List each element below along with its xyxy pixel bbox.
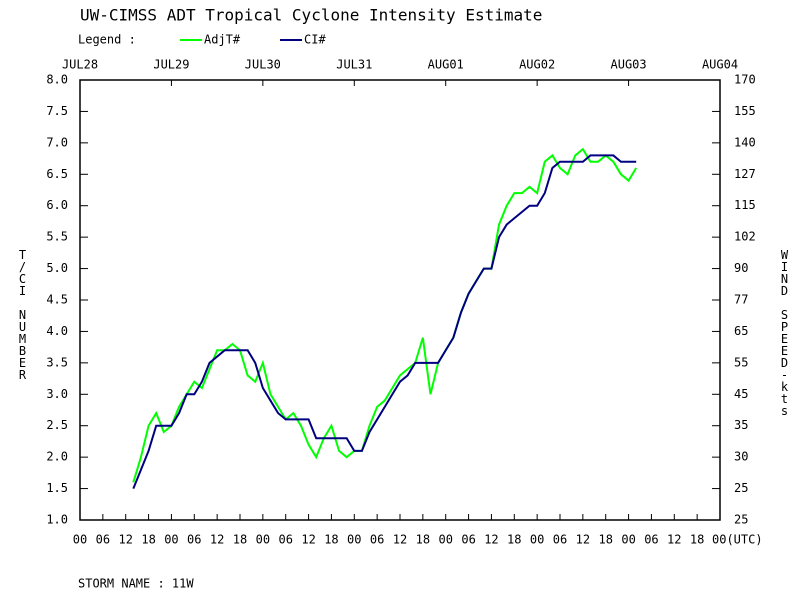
x-tick-label: 18 <box>598 533 612 547</box>
x-tick-label: 06 <box>96 533 110 547</box>
x2-tick-label: JUL29 <box>153 58 189 72</box>
y-tick-label: 8.0 <box>46 73 68 87</box>
x2-tick-label: AUG04 <box>702 58 738 72</box>
legend-label: Legend : <box>78 33 136 47</box>
y-tick-label: 5.5 <box>46 230 68 244</box>
y-tick-label: 1.0 <box>46 513 68 527</box>
y2-tick-label: 90 <box>734 261 748 275</box>
y2-tick-label: 30 <box>734 450 748 464</box>
x-tick-label: 00 <box>438 533 452 547</box>
x-tick-label: 06 <box>461 533 475 547</box>
x-tick-label: 00 <box>256 533 270 547</box>
x-tick-label: 12 <box>301 533 315 547</box>
x-tick-label: 12 <box>118 533 132 547</box>
y2-tick-label: 55 <box>734 355 748 369</box>
y2-tick-label: 102 <box>734 230 756 244</box>
x-tick-label: 12 <box>484 533 498 547</box>
x-tick-label: 06 <box>370 533 384 547</box>
x-tick-label: 00 <box>347 533 361 547</box>
footer: STORM NAME : 11W <box>78 577 194 591</box>
y-tick-label: 3.0 <box>46 387 68 401</box>
y2-tick-label: 35 <box>734 418 748 432</box>
x2-tick-label: JUL28 <box>62 58 98 72</box>
x2-tick-label: AUG01 <box>428 58 464 72</box>
x-tick-label: 18 <box>416 533 430 547</box>
x-tick-label: 00 <box>530 533 544 547</box>
x-tick-label: 00 <box>164 533 178 547</box>
x-tick-label: 06 <box>278 533 292 547</box>
x-tick-label: 18 <box>324 533 338 547</box>
y2-tick-label: 155 <box>734 104 756 118</box>
y-tick-label: 4.5 <box>46 293 68 307</box>
x-tick-label: 12 <box>393 533 407 547</box>
x-tick-label: 00 <box>73 533 87 547</box>
y-tick-label: 1.5 <box>46 481 68 495</box>
legend-entry: CI# <box>304 33 326 47</box>
x2-tick-label: JUL31 <box>336 58 372 72</box>
y-axis-label: T/CI NUMBER <box>16 248 30 380</box>
y-tick-label: 7.0 <box>46 135 68 149</box>
y2-tick-label: 25 <box>734 481 748 495</box>
y-tick-label: 5.0 <box>46 261 68 275</box>
chart-title: UW-CIMSS ADT Tropical Cyclone Intensity … <box>80 6 542 25</box>
y2-tick-label: 77 <box>734 293 748 307</box>
legend-entry: AdjT# <box>204 33 241 47</box>
y2-tick-label: 65 <box>734 324 748 338</box>
y-tick-label: 6.5 <box>46 167 68 181</box>
x-tick-label: 18 <box>141 533 155 547</box>
y2-tick-label: 45 <box>734 387 748 401</box>
x2-tick-label: AUG03 <box>611 58 647 72</box>
y-tick-label: 2.0 <box>46 450 68 464</box>
series-line <box>132 147 638 483</box>
x-tick-label: 06 <box>644 533 658 547</box>
x-tick-label: 12 <box>210 533 224 547</box>
y-tick-label: 3.5 <box>46 355 68 369</box>
x-tick-label: 00 <box>621 533 635 547</box>
x-tick-label: 00(UTC) <box>712 533 763 547</box>
x2-tick-label: AUG02 <box>519 58 555 72</box>
x-tick-label: 06 <box>187 533 201 547</box>
x-tick-label: 18 <box>233 533 247 547</box>
x-tick-label: 12 <box>576 533 590 547</box>
y2-axis-label: WIND SPEED-kts <box>778 248 792 416</box>
y-tick-label: 2.5 <box>46 418 68 432</box>
y-tick-label: 6.0 <box>46 198 68 212</box>
x-tick-label: 06 <box>553 533 567 547</box>
y2-tick-label: 140 <box>734 135 756 149</box>
x-tick-label: 18 <box>507 533 521 547</box>
y2-tick-label: 115 <box>734 198 756 212</box>
y2-tick-label: 25 <box>734 513 748 527</box>
y-tick-label: 4.0 <box>46 324 68 338</box>
x2-tick-label: JUL30 <box>245 58 281 72</box>
x-tick-label: 12 <box>667 533 681 547</box>
y2-tick-label: 170 <box>734 73 756 87</box>
y2-tick-label: 127 <box>734 167 756 181</box>
series-line <box>132 154 637 489</box>
x-tick-label: 18 <box>690 533 704 547</box>
y-tick-label: 7.5 <box>46 104 68 118</box>
